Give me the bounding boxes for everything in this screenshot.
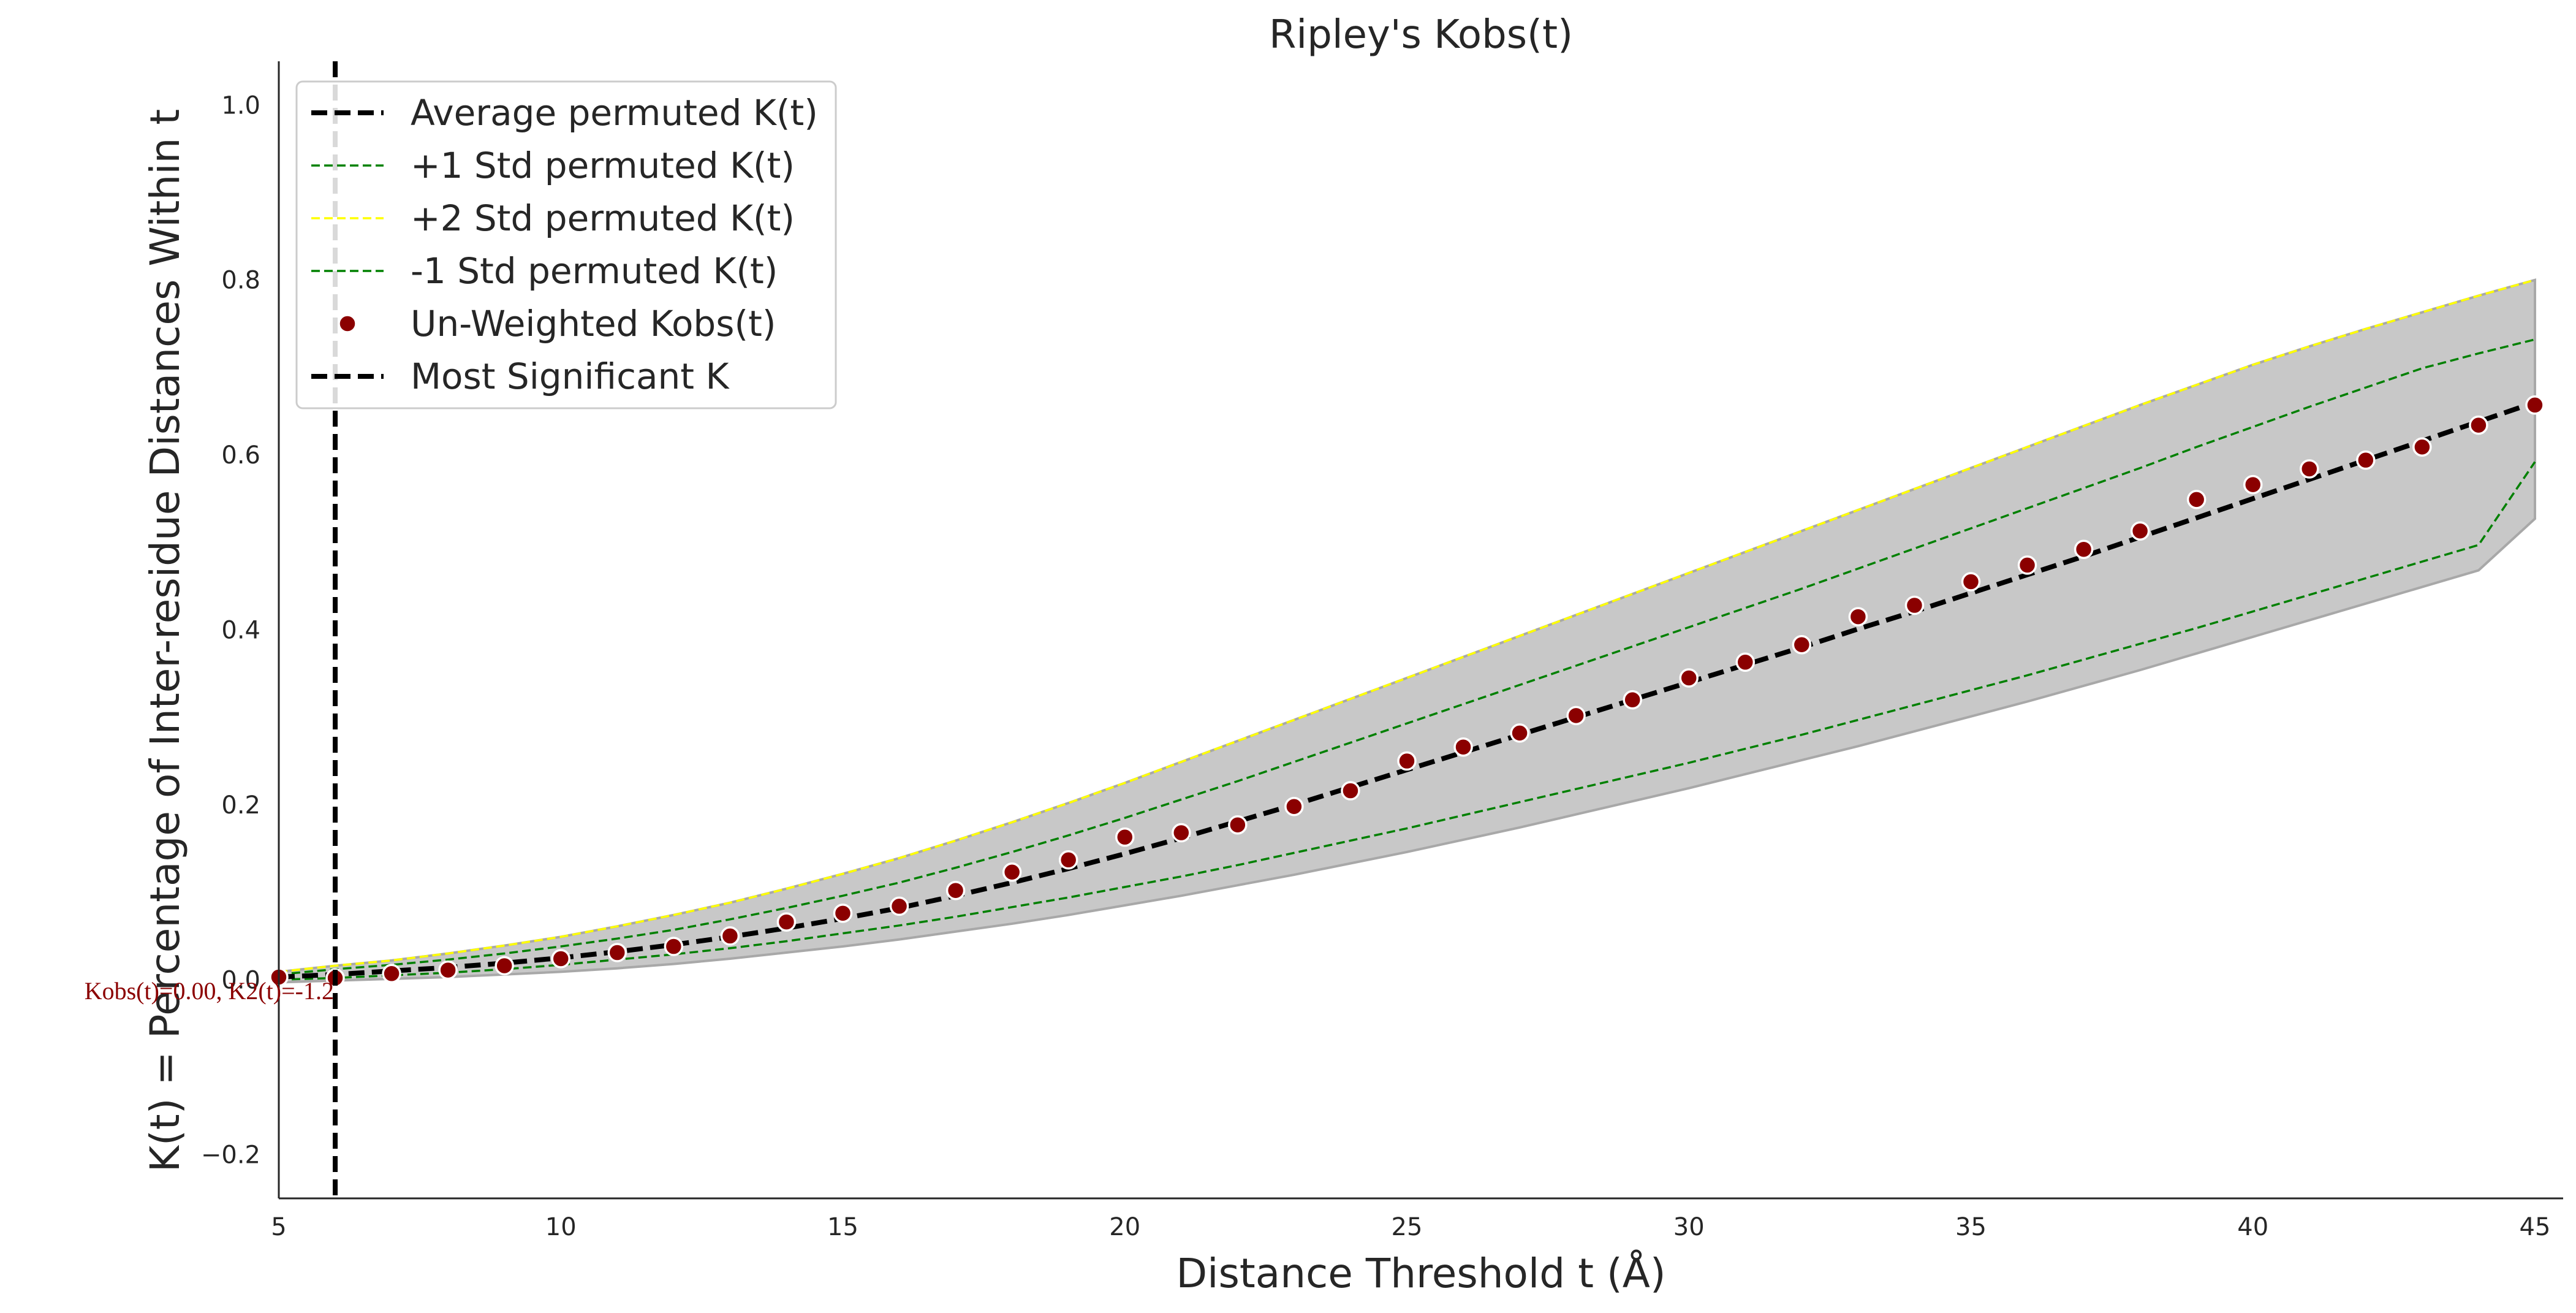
x-tick-label: 20	[1109, 1213, 1140, 1241]
kobs-point	[1679, 668, 1699, 688]
kobs-point	[2356, 450, 2376, 470]
kobs-point	[2074, 539, 2094, 559]
kobs-point	[1172, 823, 1191, 843]
y-tick-label: 0.6	[221, 441, 260, 470]
kobs-point	[382, 964, 401, 984]
x-tick-label: 25	[1392, 1213, 1423, 1241]
y-tick-label: 0.4	[221, 617, 260, 645]
x-tick-label: 10	[545, 1213, 577, 1241]
legend-swatch-4	[338, 314, 357, 333]
x-axis-label: Distance Threshold t (Å)	[1176, 1250, 1665, 1297]
kobs-point	[1961, 572, 1981, 592]
y-tick-label: 0.8	[221, 267, 260, 295]
kobs-point	[2130, 521, 2150, 541]
kobs-point	[494, 956, 514, 976]
kobs-point	[1510, 723, 1529, 743]
kobs-point	[664, 937, 684, 956]
annotation-label: Kobs(t)=0.00, K2(t)=-1.2	[85, 977, 334, 1005]
series-line-1	[278, 338, 2536, 976]
legend-label-0: Average permuted K(t)	[411, 92, 818, 134]
kobs-point	[1566, 706, 1586, 726]
kobs-point	[1058, 850, 1078, 870]
kobs-point	[1284, 796, 1304, 816]
kobs-point	[1341, 781, 1360, 801]
y-axis-label: K(t) = Percentage of Inter-residue Dista…	[142, 109, 189, 1172]
points-layer	[269, 395, 2545, 988]
legend-label-3: -1 Std permuted K(t)	[411, 250, 778, 292]
y-tick-label: −0.2	[201, 1141, 260, 1170]
y-tick-label: 1.0	[221, 91, 260, 120]
kobs-point	[1904, 595, 1925, 615]
kobs-point	[2017, 555, 2037, 575]
kobs-point	[776, 912, 797, 932]
kobs-point	[607, 943, 627, 962]
kobs-point	[1397, 751, 1417, 771]
kobs-point	[551, 949, 570, 969]
kobs-point	[1848, 607, 1868, 626]
x-tick-label: 30	[1673, 1213, 1705, 1241]
x-tick-label: 15	[827, 1213, 858, 1241]
kobs-point	[2300, 459, 2319, 479]
legend-label-1: +1 Std permuted K(t)	[411, 145, 795, 186]
kobs-point	[720, 926, 740, 946]
kobs-point	[1115, 827, 1135, 847]
kobs-point	[438, 960, 458, 980]
kobs-point	[833, 904, 853, 923]
kobs-point	[1453, 737, 1473, 757]
x-tick-label: 45	[2520, 1213, 2551, 1241]
legend: Average permuted K(t) +1 Std permuted K(t…	[295, 80, 837, 409]
x-tick-label: 5	[271, 1213, 286, 1241]
legend-label-5: Most Significant K	[411, 356, 730, 397]
kobs-point	[1002, 862, 1022, 882]
x-tick-label: 35	[1955, 1213, 1987, 1241]
axes-layer	[278, 61, 2563, 1200]
y-tick-label: 0.2	[221, 791, 260, 820]
series-line-3	[278, 461, 2536, 981]
x-tick-label: 40	[2237, 1213, 2268, 1241]
legend-label-2: +2 Std permuted K(t)	[411, 197, 795, 239]
series-line-2	[278, 279, 2536, 973]
chart-title: Ripley's Kobs(t)	[1269, 12, 1573, 58]
kobs-point	[945, 880, 966, 900]
y-tick-label: 0.0	[221, 966, 260, 994]
ticks-layer: 5 10 15 20 25 30 35 40 45 −0.2 0.0 0.2 0.4 0.6 0.8 1.0	[201, 91, 2551, 1241]
kobs-point	[2243, 474, 2263, 495]
kobs-point	[1228, 815, 1248, 835]
kobs-point	[2469, 415, 2488, 435]
kobs-point	[1735, 652, 1756, 672]
kobs-point	[2186, 490, 2207, 509]
legend-box	[295, 80, 837, 409]
kobs-point	[2525, 395, 2545, 415]
kobs-point	[1792, 635, 1812, 655]
kobs-point	[889, 896, 909, 916]
kobs-point	[1623, 690, 1642, 710]
legend-label-4: Un-Weighted Kobs(t)	[411, 303, 776, 344]
kobs-point	[2412, 437, 2432, 457]
